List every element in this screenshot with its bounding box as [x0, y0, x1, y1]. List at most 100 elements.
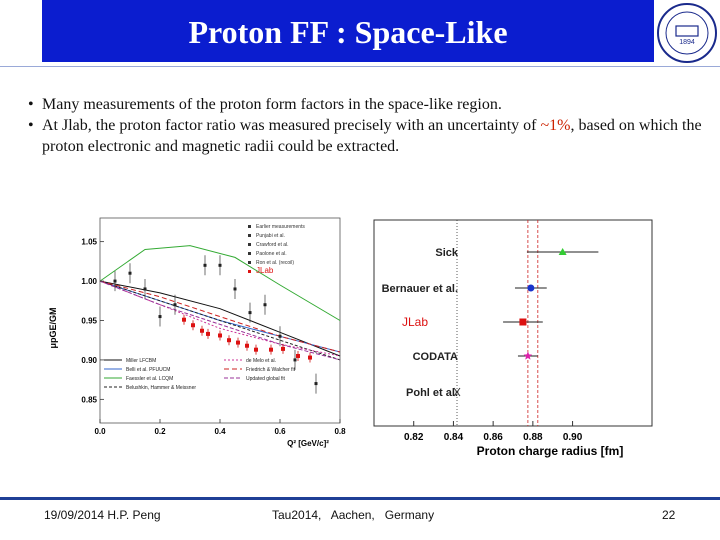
title-bar	[42, 0, 654, 62]
bullet-dot-icon: •	[28, 96, 34, 113]
theory-curves	[99, 245, 341, 361]
data-point	[143, 287, 147, 291]
legend-label: Paolone et al.	[256, 251, 287, 257]
legend-marker	[248, 243, 251, 246]
theory-curve	[99, 280, 341, 357]
x-tick-label: 0.82	[404, 432, 424, 443]
legend-label: JLab	[256, 266, 274, 275]
jlab-point	[200, 328, 204, 333]
footer-conference: Tau2014, Aachen, Germany	[272, 508, 435, 522]
jlab-point	[236, 340, 240, 345]
legend-label: Crawford et al.	[256, 242, 289, 248]
data-points	[113, 255, 318, 394]
data-point	[158, 315, 162, 319]
category-label: Pohl et al.	[406, 387, 458, 399]
jlab-point	[296, 353, 300, 358]
theory-curve	[99, 280, 341, 353]
theory-curve	[99, 280, 341, 361]
data-point	[128, 271, 132, 275]
jlab-point	[227, 338, 231, 343]
jlab-point	[206, 331, 210, 336]
slide-title: Proton FF : Space-Like	[188, 14, 508, 50]
x-tick-label: 0.84	[444, 432, 464, 443]
data-point	[293, 358, 297, 362]
jlab-point	[308, 355, 312, 360]
legend-marker	[248, 270, 251, 273]
legend-marker	[248, 252, 251, 255]
proton-radius-chart: Sick Bernauer et al. JLab CODATA Pohl et al.…	[373, 219, 653, 458]
legend-marker	[248, 261, 251, 264]
theory-curve	[99, 280, 341, 361]
category-labels: Sick Bernauer et al. JLab CODATA Pohl et al.	[382, 247, 459, 399]
logo-year: 1894	[679, 39, 695, 46]
theory-curve	[99, 280, 341, 357]
measurement-marker	[453, 387, 461, 397]
axis-ticks: 0.0 0.2 0.4 0.6 0.8 1.05 1.00 0.95 0.90 0.85	[81, 238, 346, 436]
x-tick-label: 0.86	[483, 432, 503, 443]
jlab-point	[269, 347, 273, 352]
bullet-item: • Many measurements of the proton form f…	[28, 94, 708, 115]
data-point	[278, 334, 282, 338]
x-tick-label: 0.0	[94, 427, 106, 436]
jlab-point	[245, 343, 249, 348]
measurement-marker	[558, 248, 567, 255]
legend-label: de Melo et al.	[246, 358, 276, 364]
bullet-item: • At Jlab, the proton factor ratio was m…	[28, 115, 708, 157]
legend-label: Belli et al. PFUUCM	[126, 367, 170, 373]
bullet-text: , based on which the proton electronic a…	[42, 117, 702, 155]
data-point	[173, 303, 177, 307]
legend-top: Earlier measurements Punjabi et al. Crawfo…	[248, 224, 305, 275]
theory-curve	[99, 245, 341, 321]
category-label: Sick	[435, 247, 459, 259]
category-label: CODATA	[413, 351, 458, 363]
bullet-text: Many measurements of the proton form fac…	[42, 96, 502, 113]
legend-label: Faessler et al. LCQM	[126, 376, 173, 382]
legend-bottom: Miller LFCBM Belli et al. PFUUCM Faessler …	[104, 358, 296, 391]
x-tick-label: 0.8	[334, 427, 346, 436]
jlab-point	[191, 323, 195, 328]
measurement-points	[453, 248, 599, 397]
jlab-point	[254, 347, 258, 352]
jlab-point	[218, 333, 222, 338]
jlab-point	[281, 346, 285, 351]
data-point	[233, 287, 237, 291]
x-tick-label: 0.6	[274, 427, 286, 436]
data-point	[314, 382, 318, 386]
bullet-dot-icon: •	[28, 117, 34, 134]
axis-ticks: 0.82 0.84 0.86 0.88 0.90	[404, 421, 583, 443]
y-tick-label: 0.95	[81, 317, 97, 326]
y-tick-label: 1.00	[81, 277, 97, 286]
x-tick-label: 0.88	[523, 432, 543, 443]
y-axis-label: μpGE/GM	[48, 307, 58, 348]
data-point	[263, 303, 267, 307]
form-factor-ratio-chart: 0.0 0.2 0.4 0.6 0.8 1.05 1.00 0.95 0.90 0.85 μpGE…	[48, 217, 346, 448]
jlab-point	[182, 317, 186, 322]
data-point	[203, 263, 207, 267]
measurement-marker	[523, 351, 533, 360]
data-point	[218, 263, 222, 267]
page-number: 22	[662, 508, 676, 522]
category-label: Bernauer et al.	[382, 283, 458, 295]
legend-label: Punjabi et al.	[256, 233, 285, 239]
x-tick-label: 0.4	[214, 427, 226, 436]
y-tick-label: 0.85	[81, 395, 97, 404]
x-tick-label: 0.90	[563, 432, 583, 443]
legend-label: Earlier measurements	[256, 224, 305, 230]
legend-label: Updated global fit	[246, 376, 286, 382]
x-axis-label: Proton charge radius [fm]	[477, 444, 624, 458]
y-tick-label: 0.90	[81, 356, 97, 365]
data-point	[113, 279, 117, 283]
legend-label: Belushkin, Hammer & Meissner	[126, 385, 196, 391]
category-label: JLab	[402, 315, 428, 329]
title-divider	[0, 66, 720, 67]
measurement-marker	[519, 318, 527, 326]
footer-date-author: 19/09/2014 H.P. Peng	[44, 508, 161, 522]
legend-marker	[248, 234, 251, 237]
uncertainty-highlight: ~1%	[540, 117, 571, 134]
bullet-text: At Jlab, the proton factor ratio was mea…	[42, 117, 541, 134]
bullet-list: • Many measurements of the proton form f…	[28, 94, 708, 157]
legend-label: Miller LFCBM	[126, 358, 156, 364]
x-tick-label: 0.2	[154, 427, 166, 436]
university-logo: 1894	[657, 3, 717, 63]
legend-label: Friedrich & Walcher fit	[246, 367, 296, 373]
